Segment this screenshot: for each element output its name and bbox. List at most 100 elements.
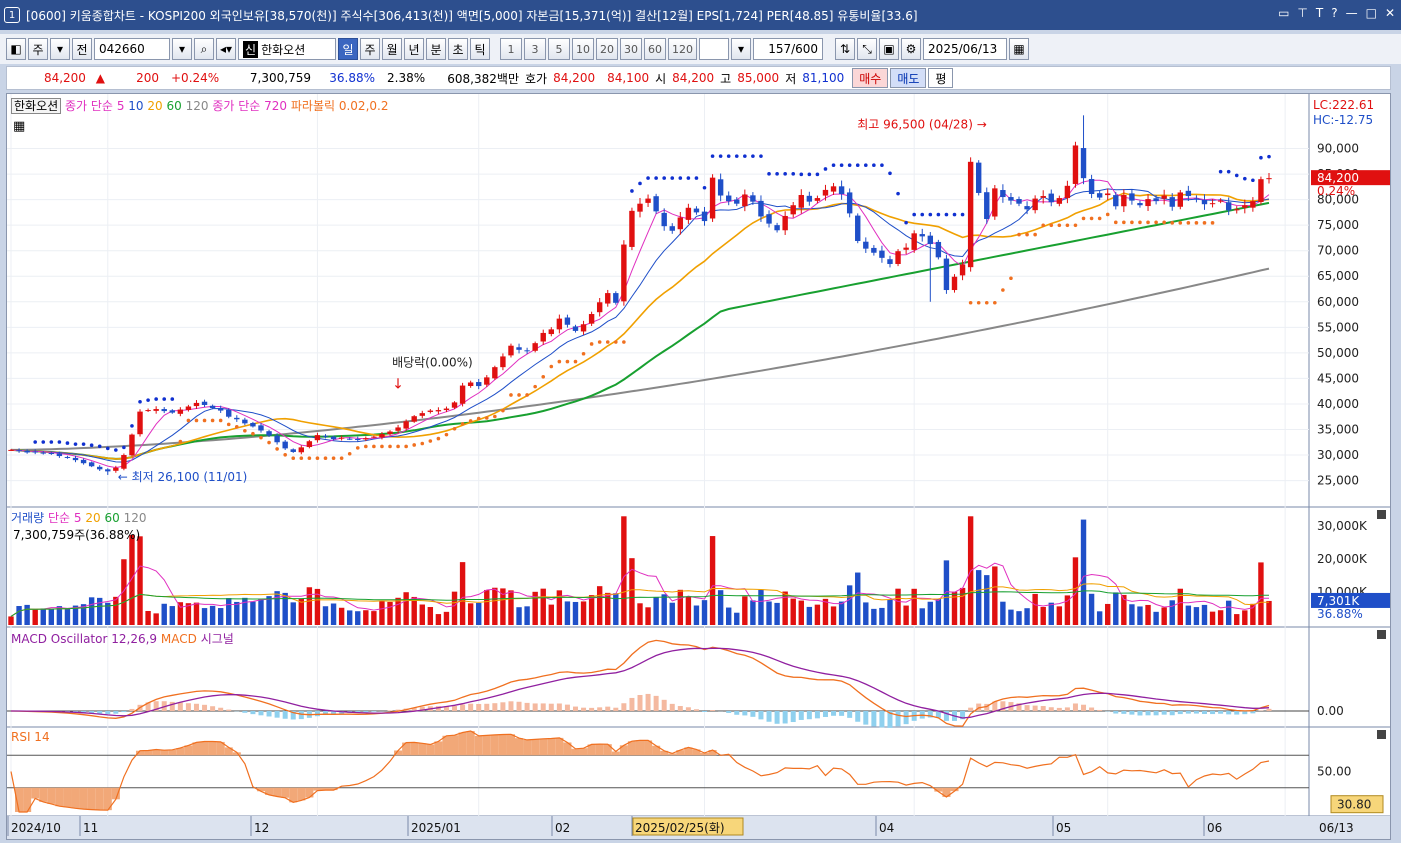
macd-osc-bar	[460, 704, 466, 711]
volume-bar	[992, 566, 998, 625]
volume-last-tag	[1311, 592, 1390, 608]
period-week[interactable]: 주	[360, 38, 381, 60]
parabolic-dot	[122, 445, 126, 450]
calendar-icon[interactable]: ▦	[1009, 38, 1030, 60]
candle-body	[822, 189, 829, 196]
interval-5[interactable]: 5	[548, 38, 571, 60]
font-icon[interactable]: T	[1315, 6, 1324, 20]
parabolic-dot	[533, 384, 537, 389]
legend-ma-label[interactable]: 종가 단순	[65, 99, 113, 113]
period-month[interactable]: 월	[382, 38, 403, 60]
rsi-overbought-fill	[539, 738, 548, 756]
maximize-icon[interactable]: □	[1365, 6, 1377, 20]
grid-icon[interactable]: ▦	[13, 119, 26, 134]
help-icon[interactable]: ?	[1331, 6, 1338, 20]
parabolic-dot	[638, 181, 642, 186]
candle-body	[274, 435, 280, 443]
legend-volume-ma-label: 단순	[47, 511, 71, 525]
macd-osc-bar	[331, 711, 337, 715]
interval-dropdown-icon[interactable]: ▾	[731, 38, 752, 60]
layout-icon[interactable]: ◧	[6, 38, 26, 60]
volume-bar	[838, 601, 845, 625]
interval-60[interactable]: 60	[644, 38, 667, 60]
sell-button[interactable]: 매도	[890, 68, 927, 88]
volume-bar	[984, 575, 990, 625]
minimize-icon[interactable]: —	[1345, 6, 1358, 20]
search-icon[interactable]: ⌕	[194, 38, 214, 60]
macd-osc-bar	[758, 711, 764, 720]
parabolic-dot	[743, 154, 747, 158]
interval-20[interactable]: 20	[596, 38, 619, 60]
candle-body	[217, 408, 224, 411]
parabolic-dot	[759, 154, 763, 158]
parabolic-dot	[436, 436, 441, 441]
rsi-overbought-fill	[135, 750, 145, 756]
macd-osc-bar	[895, 711, 901, 727]
ma10-line	[10, 188, 1270, 463]
parabolic-dot	[114, 448, 118, 452]
panel-close-icon	[1377, 510, 1386, 519]
buy-button[interactable]: 매수	[852, 68, 889, 88]
date-input[interactable]: 2025/06/13	[923, 38, 1008, 60]
crosshair-icon[interactable]: ⤡	[857, 38, 878, 60]
count-input[interactable]: 157/600	[753, 38, 824, 60]
interval-30[interactable]: 30	[620, 38, 643, 60]
dropdown-icon[interactable]: ▾	[50, 38, 70, 60]
candle-body	[1201, 199, 1208, 205]
interval-10[interactable]: 10	[572, 38, 595, 60]
candle-body	[1113, 195, 1119, 207]
legend-signal[interactable]: 시그널	[200, 632, 234, 646]
close-icon[interactable]: ✕	[1384, 6, 1395, 20]
volume-bar	[1008, 609, 1014, 625]
code-dropdown-icon[interactable]: ▾	[172, 38, 192, 60]
legend-macd-osc[interactable]: MACD Oscillator 12,26,9	[11, 632, 158, 646]
type-select[interactable]: 주	[28, 38, 48, 60]
volume-bar	[572, 601, 579, 625]
legend-ma720[interactable]: 종가 단순 720	[212, 99, 288, 113]
parabolic-dot	[170, 397, 175, 401]
legend-stock-name[interactable]: 한화오션	[11, 98, 62, 114]
stock-code-input[interactable]: 042660	[94, 38, 170, 60]
volume-tick-label: 30,000K	[1317, 519, 1368, 533]
volume-bar	[1072, 557, 1079, 625]
legend-parabolic[interactable]: 파라볼릭 0.02,0.2	[290, 99, 389, 113]
macd-osc-bar	[1193, 711, 1199, 714]
interval-120[interactable]: 120	[668, 38, 698, 60]
legend-volume[interactable]: 거래량	[11, 511, 45, 525]
chart-canvas[interactable]: 25,000 30,000 35,000 40,000 45,000 50,000 55,0…	[7, 94, 1390, 839]
candle-body	[774, 225, 780, 231]
macd-osc-bar	[597, 707, 603, 711]
period-tick[interactable]: 틱	[470, 38, 491, 60]
macd-osc-bar	[887, 711, 893, 728]
volume-bar	[40, 608, 46, 625]
volume-bar	[629, 558, 635, 625]
eval-button[interactable]: 평	[928, 68, 954, 88]
pin-icon[interactable]: ⊤	[1297, 6, 1308, 20]
candle-body	[209, 405, 216, 409]
parabolic-dot	[718, 154, 723, 158]
interval-1[interactable]: 1	[500, 38, 523, 60]
candle-body	[830, 186, 837, 192]
compare-icon[interactable]: ⇅	[835, 38, 856, 60]
interval-3[interactable]: 3	[524, 38, 547, 60]
period-second[interactable]: 초	[448, 38, 469, 60]
stock-name-field[interactable]: 신 한화오션	[238, 38, 337, 60]
volume-bar	[476, 602, 482, 625]
all-button[interactable]: 전	[72, 38, 92, 60]
save-icon[interactable]: ▣	[879, 38, 900, 60]
gear-icon[interactable]: ⚙	[901, 38, 922, 60]
period-day[interactable]: 일	[338, 38, 359, 60]
period-year[interactable]: 년	[404, 38, 425, 60]
period-minute[interactable]: 분	[426, 38, 447, 60]
restore-icon[interactable]: ▭	[1278, 6, 1290, 20]
rsi-legend[interactable]: RSI 14	[11, 730, 50, 744]
price-legend: 한화오션 종가 단순 5 10 20 60 120 종가 단순 720 파라볼릭…	[11, 97, 388, 114]
macd-osc-bar	[226, 709, 232, 711]
chart-area[interactable]: 25,000 30,000 35,000 40,000 45,000 50,000 55,0…	[6, 93, 1391, 840]
candle-body	[1169, 197, 1175, 207]
sound-icon[interactable]: ◂▾	[216, 38, 237, 60]
custom-interval-input[interactable]	[699, 38, 730, 60]
legend-macd[interactable]: MACD	[160, 632, 197, 646]
volume-bar	[338, 607, 345, 625]
volume-bar	[774, 602, 780, 625]
